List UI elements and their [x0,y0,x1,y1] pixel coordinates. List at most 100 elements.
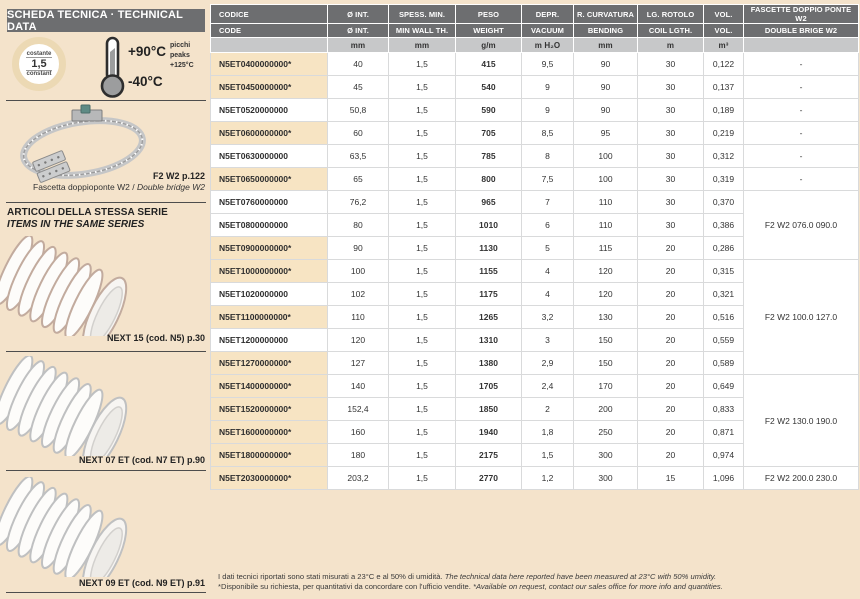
footnote-line-1: I dati tecnici riportati sono stati misu… [218,572,854,582]
peaks-value: +125°C [170,62,194,70]
cell-coil: 30 [637,190,704,214]
cell-weight: 705 [455,121,522,145]
cell-vol: 0,516 [703,305,744,329]
cell-d-int: 100 [327,259,389,283]
header-row-en: CODE Ø INT. MIN WALL TH. WEIGHT VACUUM BENDIN… [210,23,859,38]
cell-bending: 120 [573,282,638,306]
table-row: N5ET1020000000 102 1,5 1175 4 120 20 0,321 [210,282,859,306]
related-item-next-09-et: NEXT 09 ET (cod. N9 ET) p.91 [78,578,205,588]
cell-code: N5ET0520000000 [210,98,328,122]
cell-wall: 1,5 [388,121,456,145]
divider [6,592,206,593]
cell-coil: 30 [637,98,704,122]
cell-vacuum: 6 [521,213,574,237]
page-title: SCHEDA TECNICA · TECHNICAL DATA [7,9,205,33]
col-header-unit-6: m [637,37,704,53]
cell-d-int: 140 [327,374,389,398]
cell-vol: 0,974 [703,443,744,467]
cell-weight: 1850 [455,397,522,421]
cell-coil: 30 [637,52,704,76]
cell-vacuum: 1,5 [521,443,574,467]
cell-weight: 1380 [455,351,522,375]
cell-bending: 100 [573,167,638,191]
table-row: N5ET0800000000 80 1,5 1010 6 110 30 0,386 [210,213,859,237]
cell-coil: 20 [637,259,704,283]
peaks-it: picchi [170,42,191,49]
col-header-en-4: VACUUM [521,23,574,38]
cell-d-int: 76,2 [327,190,389,214]
cell-bending: 95 [573,121,638,145]
cell-weight: 965 [455,190,522,214]
divider [6,470,206,471]
cell-vacuum: 9 [521,75,574,99]
footnote-1-it: I dati tecnici riportati sono stati misu… [218,572,445,581]
cell-d-int: 120 [327,328,389,352]
col-header-en-2: MIN WALL TH. [388,23,456,38]
cell-wall: 1,5 [388,144,456,168]
cell-vacuum: 4 [521,282,574,306]
cell-weight: 800 [455,167,522,191]
cell-vol: 0,219 [703,121,744,145]
cell-coil: 30 [637,75,704,99]
cell-vacuum: 8 [521,144,574,168]
related-item-next-07-et: NEXT 07 ET (cod. N7 ET) p.90 [78,455,205,465]
cell-d-int: 40 [327,52,389,76]
cell-wall: 1,5 [388,75,456,99]
cell-bending: 100 [573,144,638,168]
cell-bending: 90 [573,98,638,122]
col-header-en-8: DOUBLE BRIGE W2 [743,23,859,38]
cell-wall: 1,5 [388,443,456,467]
footnote-1-en: The technical data here reported have be… [444,572,717,581]
cell-clamp: - [743,52,859,76]
cell-vacuum: 7 [521,190,574,214]
col-header-it-3: PESO [455,4,522,24]
cell-wall: 1,5 [388,190,456,214]
cell-vol: 0,559 [703,328,744,352]
cell-vacuum: 3 [521,328,574,352]
cell-wall: 1,5 [388,305,456,329]
cell-wall: 1,5 [388,351,456,375]
cell-vacuum: 1,8 [521,420,574,444]
cell-weight: 1940 [455,420,522,444]
cell-vol: 1,096 [703,466,744,490]
cell-code: N5ET1520000000* [210,397,328,421]
hose-image-next-15 [0,236,136,336]
cell-weight: 2175 [455,443,522,467]
badge-label-en: constant [26,71,52,78]
cell-clamp: - [743,167,859,191]
hose-image-next-07-et [0,356,136,456]
cell-d-int: 102 [327,282,389,306]
cell-vol: 0,189 [703,98,744,122]
col-header-it-5: R. CURVATURA [573,4,638,24]
cell-vol: 0,319 [703,167,744,191]
header-row-it: CODICE Ø INT. SPESS. MIN. PESO DEPR. R. CURVA… [210,4,859,24]
cell-coil: 20 [637,351,704,375]
cell-coil: 20 [637,397,704,421]
cell-vol: 0,370 [703,190,744,214]
table-row: N5ET0600000000* 60 1,5 705 8,5 95 30 0,219- [210,121,859,145]
cell-clamp: F2 W2 100.0 127.0 [743,259,859,375]
cell-weight: 415 [455,52,522,76]
cell-d-int: 203,2 [327,466,389,490]
cell-code: N5ET1270000000* [210,351,328,375]
col-header-en-6: COIL LGTH. [637,23,704,38]
col-header-unit-4: m H₂O [521,37,574,53]
cell-vacuum: 5 [521,236,574,260]
cell-code: N5ET0800000000 [210,213,328,237]
cell-code: N5ET1200000000 [210,328,328,352]
cell-vacuum: 1,2 [521,466,574,490]
footnote-2-en: *Available on request, contact our sales… [473,582,723,592]
cell-code: N5ET0760000000 [210,190,328,214]
cell-wall: 1,5 [388,328,456,352]
table-row: N5ET0900000000* 90 1,5 1130 5 115 20 0,286 [210,236,859,260]
cell-coil: 30 [637,144,704,168]
table-row: N5ET0650000000* 65 1,5 800 7,5 100 30 0,319- [210,167,859,191]
cell-code: N5ET1020000000 [210,282,328,306]
cell-wall: 1,5 [388,374,456,398]
table-row: N5ET1270000000* 127 1,5 1380 2,9 150 20 0,589 [210,351,859,375]
cell-clamp: - [743,75,859,99]
hose-image-next-09-et [0,477,136,577]
table-body: N5ET0400000000* 40 1,5 415 9,5 90 30 0,122- N5ET… [210,52,859,490]
peaks-en: peaks [170,52,190,60]
